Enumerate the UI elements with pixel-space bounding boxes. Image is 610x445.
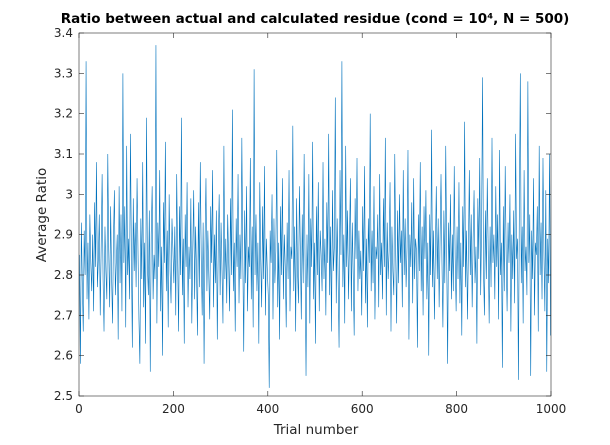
y-tick-label: 2.8 (54, 268, 73, 282)
x-axis-label: Trial number (273, 422, 359, 438)
x-tick-label: 1000 (536, 402, 567, 416)
y-axis-label: Average Ratio (34, 168, 50, 262)
x-tick-label: 800 (445, 402, 468, 416)
x-tick-label: 0 (75, 402, 83, 416)
y-tick-label: 3.3 (54, 66, 73, 80)
y-tick-label: 2.9 (54, 228, 73, 242)
y-tick-label: 2.6 (54, 349, 73, 363)
y-tick-label: 3 (65, 187, 73, 201)
chart-title: Ratio between actual and calculated resi… (61, 11, 570, 27)
y-tick-label: 3.1 (54, 147, 73, 161)
plot-frame (78, 32, 552, 397)
y-tick-label: 2.5 (54, 389, 73, 403)
y-tick-label: 3.4 (54, 26, 73, 40)
x-tick-label: 200 (162, 402, 185, 416)
y-tick-label: 2.7 (54, 308, 73, 322)
x-tick-label: 400 (256, 402, 279, 416)
x-tick-label: 600 (351, 402, 374, 416)
data-line (79, 45, 551, 388)
y-tick-label: 3.2 (54, 107, 73, 121)
